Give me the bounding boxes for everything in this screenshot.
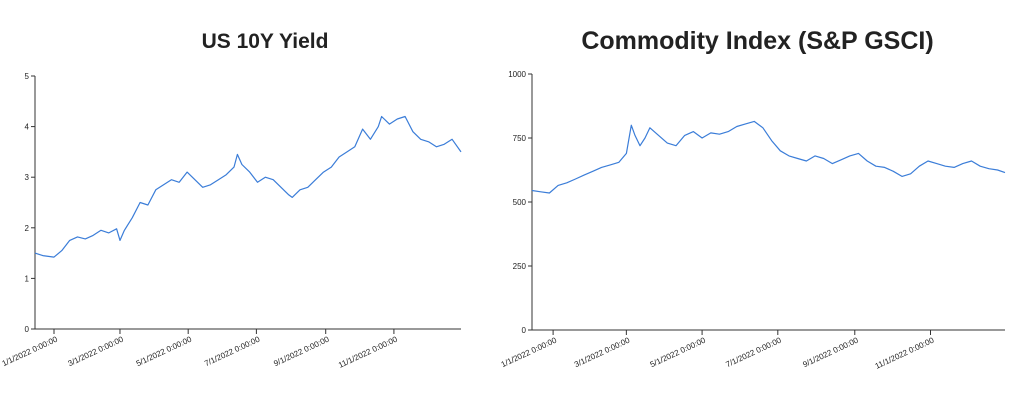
series-line xyxy=(34,115,462,258)
y-tick-label: 250 xyxy=(513,262,527,271)
y-tick-label: 0 xyxy=(522,326,527,335)
y-tick-label: 1000 xyxy=(508,70,526,79)
y-tick-label: 2 xyxy=(25,224,30,233)
chart-panel-commodity-index: Commodity Index (S&P GSCI) 0 250 500 750 100… xyxy=(500,0,1015,405)
chart-svg-us-10y-yield: 0 1 2 3 4 5 1/1/2022 0:00:00 3/1/2022 0:00:00 5/… xyxy=(1,72,462,370)
y-tick-label: 750 xyxy=(513,134,527,143)
x-tick-label: 1/1/2022 0:00:00 xyxy=(1,334,60,368)
y-tick-label: 0 xyxy=(25,325,30,334)
y-tick-label: 4 xyxy=(25,123,30,132)
series-line xyxy=(531,120,1006,194)
chart-svg-commodity-index: 0 250 500 750 1000 1/1/2022 0:00:00 3/1/2022 0… xyxy=(500,70,1006,371)
chart-title: Commodity Index (S&P GSCI) xyxy=(581,27,934,55)
x-tick-label: 7/1/2022 0:00:00 xyxy=(203,334,262,368)
x-tick-label: 5/1/2022 0:00:00 xyxy=(649,335,708,369)
x-tick-label: 5/1/2022 0:00:00 xyxy=(135,334,194,368)
x-tick-label: 9/1/2022 0:00:00 xyxy=(272,334,331,368)
x-tick-label: 11/1/2022 0:00:00 xyxy=(337,334,399,369)
x-tick-label: 3/1/2022 0:00:00 xyxy=(67,334,126,368)
x-tick-label: 11/1/2022 0:00:00 xyxy=(874,335,936,370)
y-tick-label: 5 xyxy=(25,72,30,81)
x-tick-label: 9/1/2022 0:00:00 xyxy=(801,335,860,369)
chart-panel-us-10y-yield: US 10Y Yield 0 1 2 3 4 5 1/1/2022 0:00:00 3/1/2… xyxy=(0,0,500,405)
y-tick-label: 1 xyxy=(25,274,30,283)
x-tick-label: 1/1/2022 0:00:00 xyxy=(500,335,559,369)
chart-title: US 10Y Yield xyxy=(201,30,329,53)
x-tick-label: 7/1/2022 0:00:00 xyxy=(724,335,783,369)
y-tick-label: 3 xyxy=(25,173,30,182)
x-tick-label: 3/1/2022 0:00:00 xyxy=(573,335,632,369)
y-tick-label: 500 xyxy=(513,198,527,207)
